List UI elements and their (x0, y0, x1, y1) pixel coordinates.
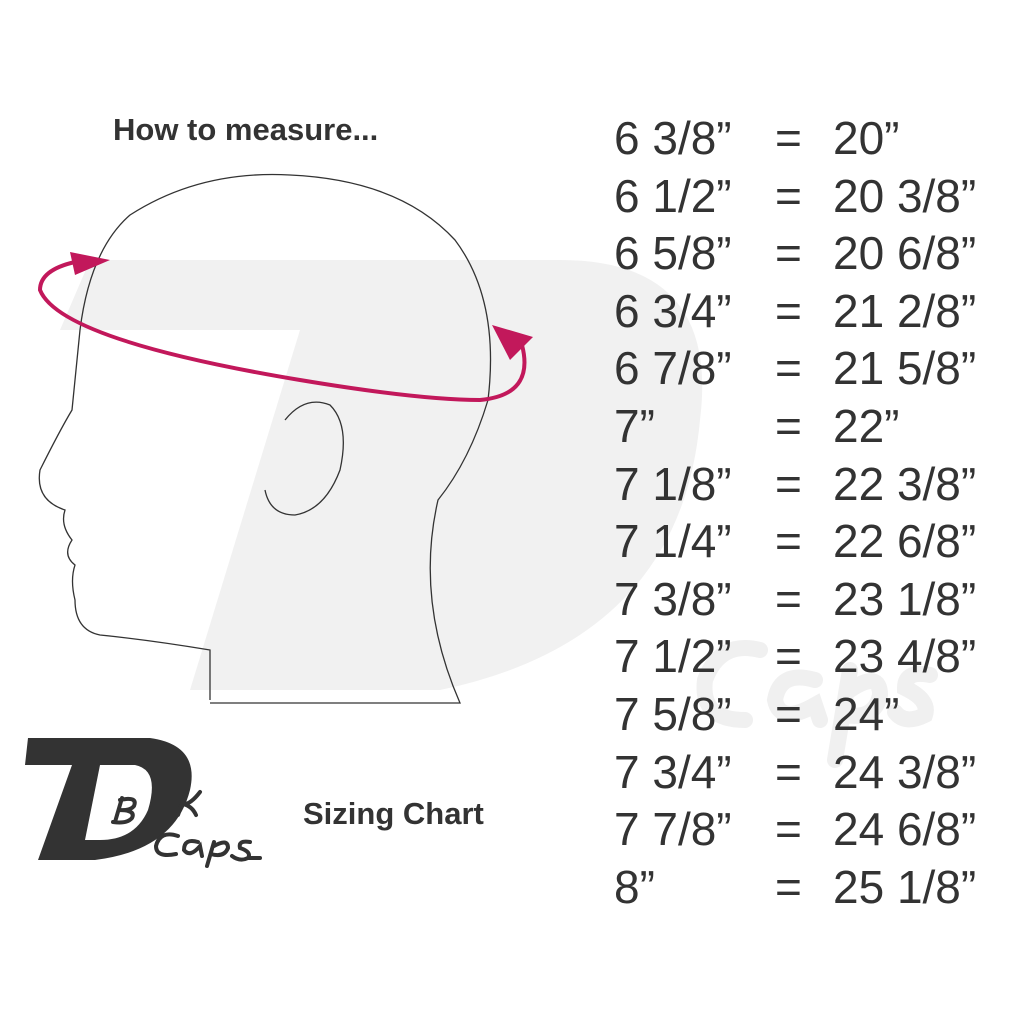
head-circumference: 24 3/8” (833, 745, 977, 798)
watermark-logo (60, 260, 938, 768)
hat-size: 7 7/8” (614, 803, 732, 856)
equals-sign: = (775, 572, 802, 625)
head-circumference: 24 6/8” (833, 803, 977, 856)
head-circumference: 23 1/8” (833, 572, 977, 625)
hat-size: 6 3/8” (614, 112, 732, 164)
hat-size: 7 1/8” (614, 457, 732, 510)
head-circumference: 20” (833, 112, 900, 164)
hat-size: 7 1/2” (614, 630, 732, 683)
hat-size: 6 3/4” (614, 284, 732, 337)
sizing-chart-title: Sizing Chart (303, 796, 484, 831)
head-circumference: 22 6/8” (833, 515, 977, 568)
head-circumference: 23 4/8” (833, 630, 977, 683)
head-circumference: 22” (833, 400, 900, 452)
head-circumference: 21 5/8” (833, 342, 977, 395)
hat-size: 7 3/4” (614, 745, 732, 798)
equals-sign: = (775, 169, 802, 222)
dbk-caps-logo (25, 738, 262, 868)
equals-sign: = (775, 860, 802, 913)
how-to-measure-heading: How to measure... (113, 112, 379, 147)
equals-sign: = (775, 457, 802, 510)
hat-size: 7 1/4” (614, 515, 732, 568)
equals-sign: = (775, 515, 802, 568)
hat-size: 7 3/8” (614, 572, 732, 625)
equals-sign: = (775, 688, 802, 740)
equals-sign: = (775, 342, 802, 395)
hat-size: 6 1/2” (614, 169, 732, 222)
equals-sign: = (775, 112, 802, 164)
hat-size: 7” (614, 400, 655, 452)
measure-arrow (37, 252, 533, 403)
head-circumference: 25 1/8” (833, 860, 977, 913)
equals-sign: = (775, 284, 802, 337)
hat-size: 7 5/8” (614, 688, 732, 740)
equals-sign: = (775, 630, 802, 683)
head-circumference: 20 6/8” (833, 227, 977, 280)
head-circumference: 20 3/8” (833, 169, 977, 222)
equals-sign: = (775, 400, 802, 452)
equals-sign: = (775, 803, 802, 856)
hat-size: 6 7/8” (614, 342, 732, 395)
hat-size: 8” (614, 860, 655, 913)
head-outline (38, 173, 492, 704)
head-circumference: 21 2/8” (833, 284, 977, 337)
head-circumference: 24” (833, 688, 900, 740)
equals-sign: = (775, 227, 802, 280)
head-circumference: 22 3/8” (833, 457, 977, 510)
equals-sign: = (775, 745, 802, 798)
hat-size: 6 5/8” (614, 227, 732, 280)
ear (264, 401, 344, 516)
